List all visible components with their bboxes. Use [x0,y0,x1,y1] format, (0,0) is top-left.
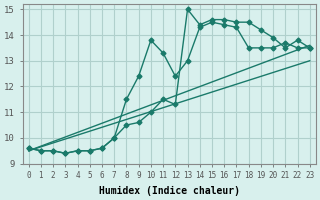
X-axis label: Humidex (Indice chaleur): Humidex (Indice chaleur) [99,186,240,196]
